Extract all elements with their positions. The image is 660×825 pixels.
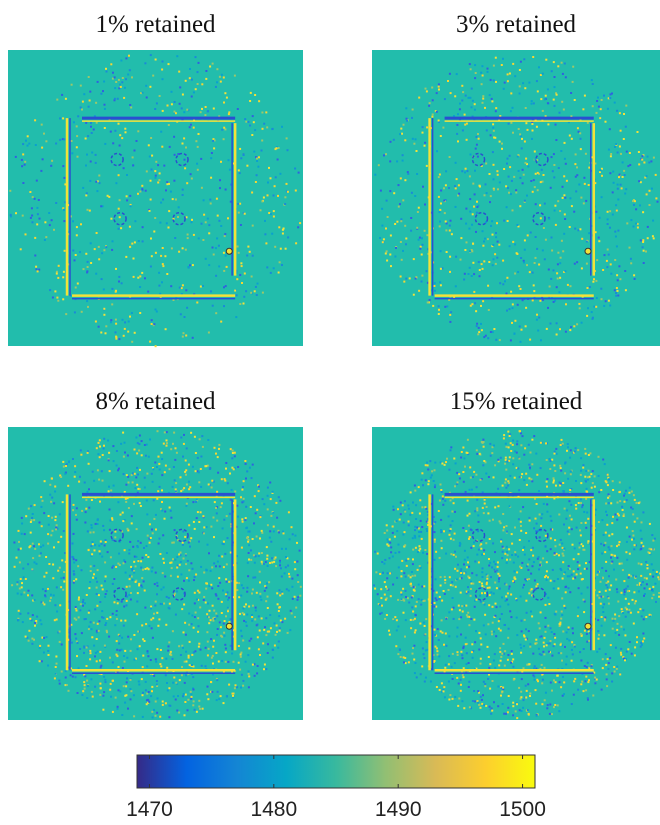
panel-image bbox=[372, 427, 660, 720]
figure: 1% retained 3% retained 8% retained 15% ret… bbox=[0, 0, 660, 825]
tick-label: 1470 bbox=[126, 798, 173, 821]
tick-label: 1500 bbox=[499, 798, 546, 821]
tick-label: 1490 bbox=[375, 798, 422, 821]
panel-title: 3% retained bbox=[456, 11, 577, 38]
panel-image bbox=[8, 50, 303, 347]
colorbar bbox=[137, 755, 535, 788]
panel-image bbox=[372, 50, 660, 346]
panel-title: 1% retained bbox=[95, 11, 216, 38]
panel-image bbox=[8, 427, 303, 720]
page: {"panels": [ {"title": "1% retained"}, {… bbox=[0, 0, 660, 825]
tick-label: 1480 bbox=[250, 798, 297, 821]
panel-title: 8% retained bbox=[95, 388, 216, 415]
panel-title: 15% retained bbox=[450, 388, 583, 415]
